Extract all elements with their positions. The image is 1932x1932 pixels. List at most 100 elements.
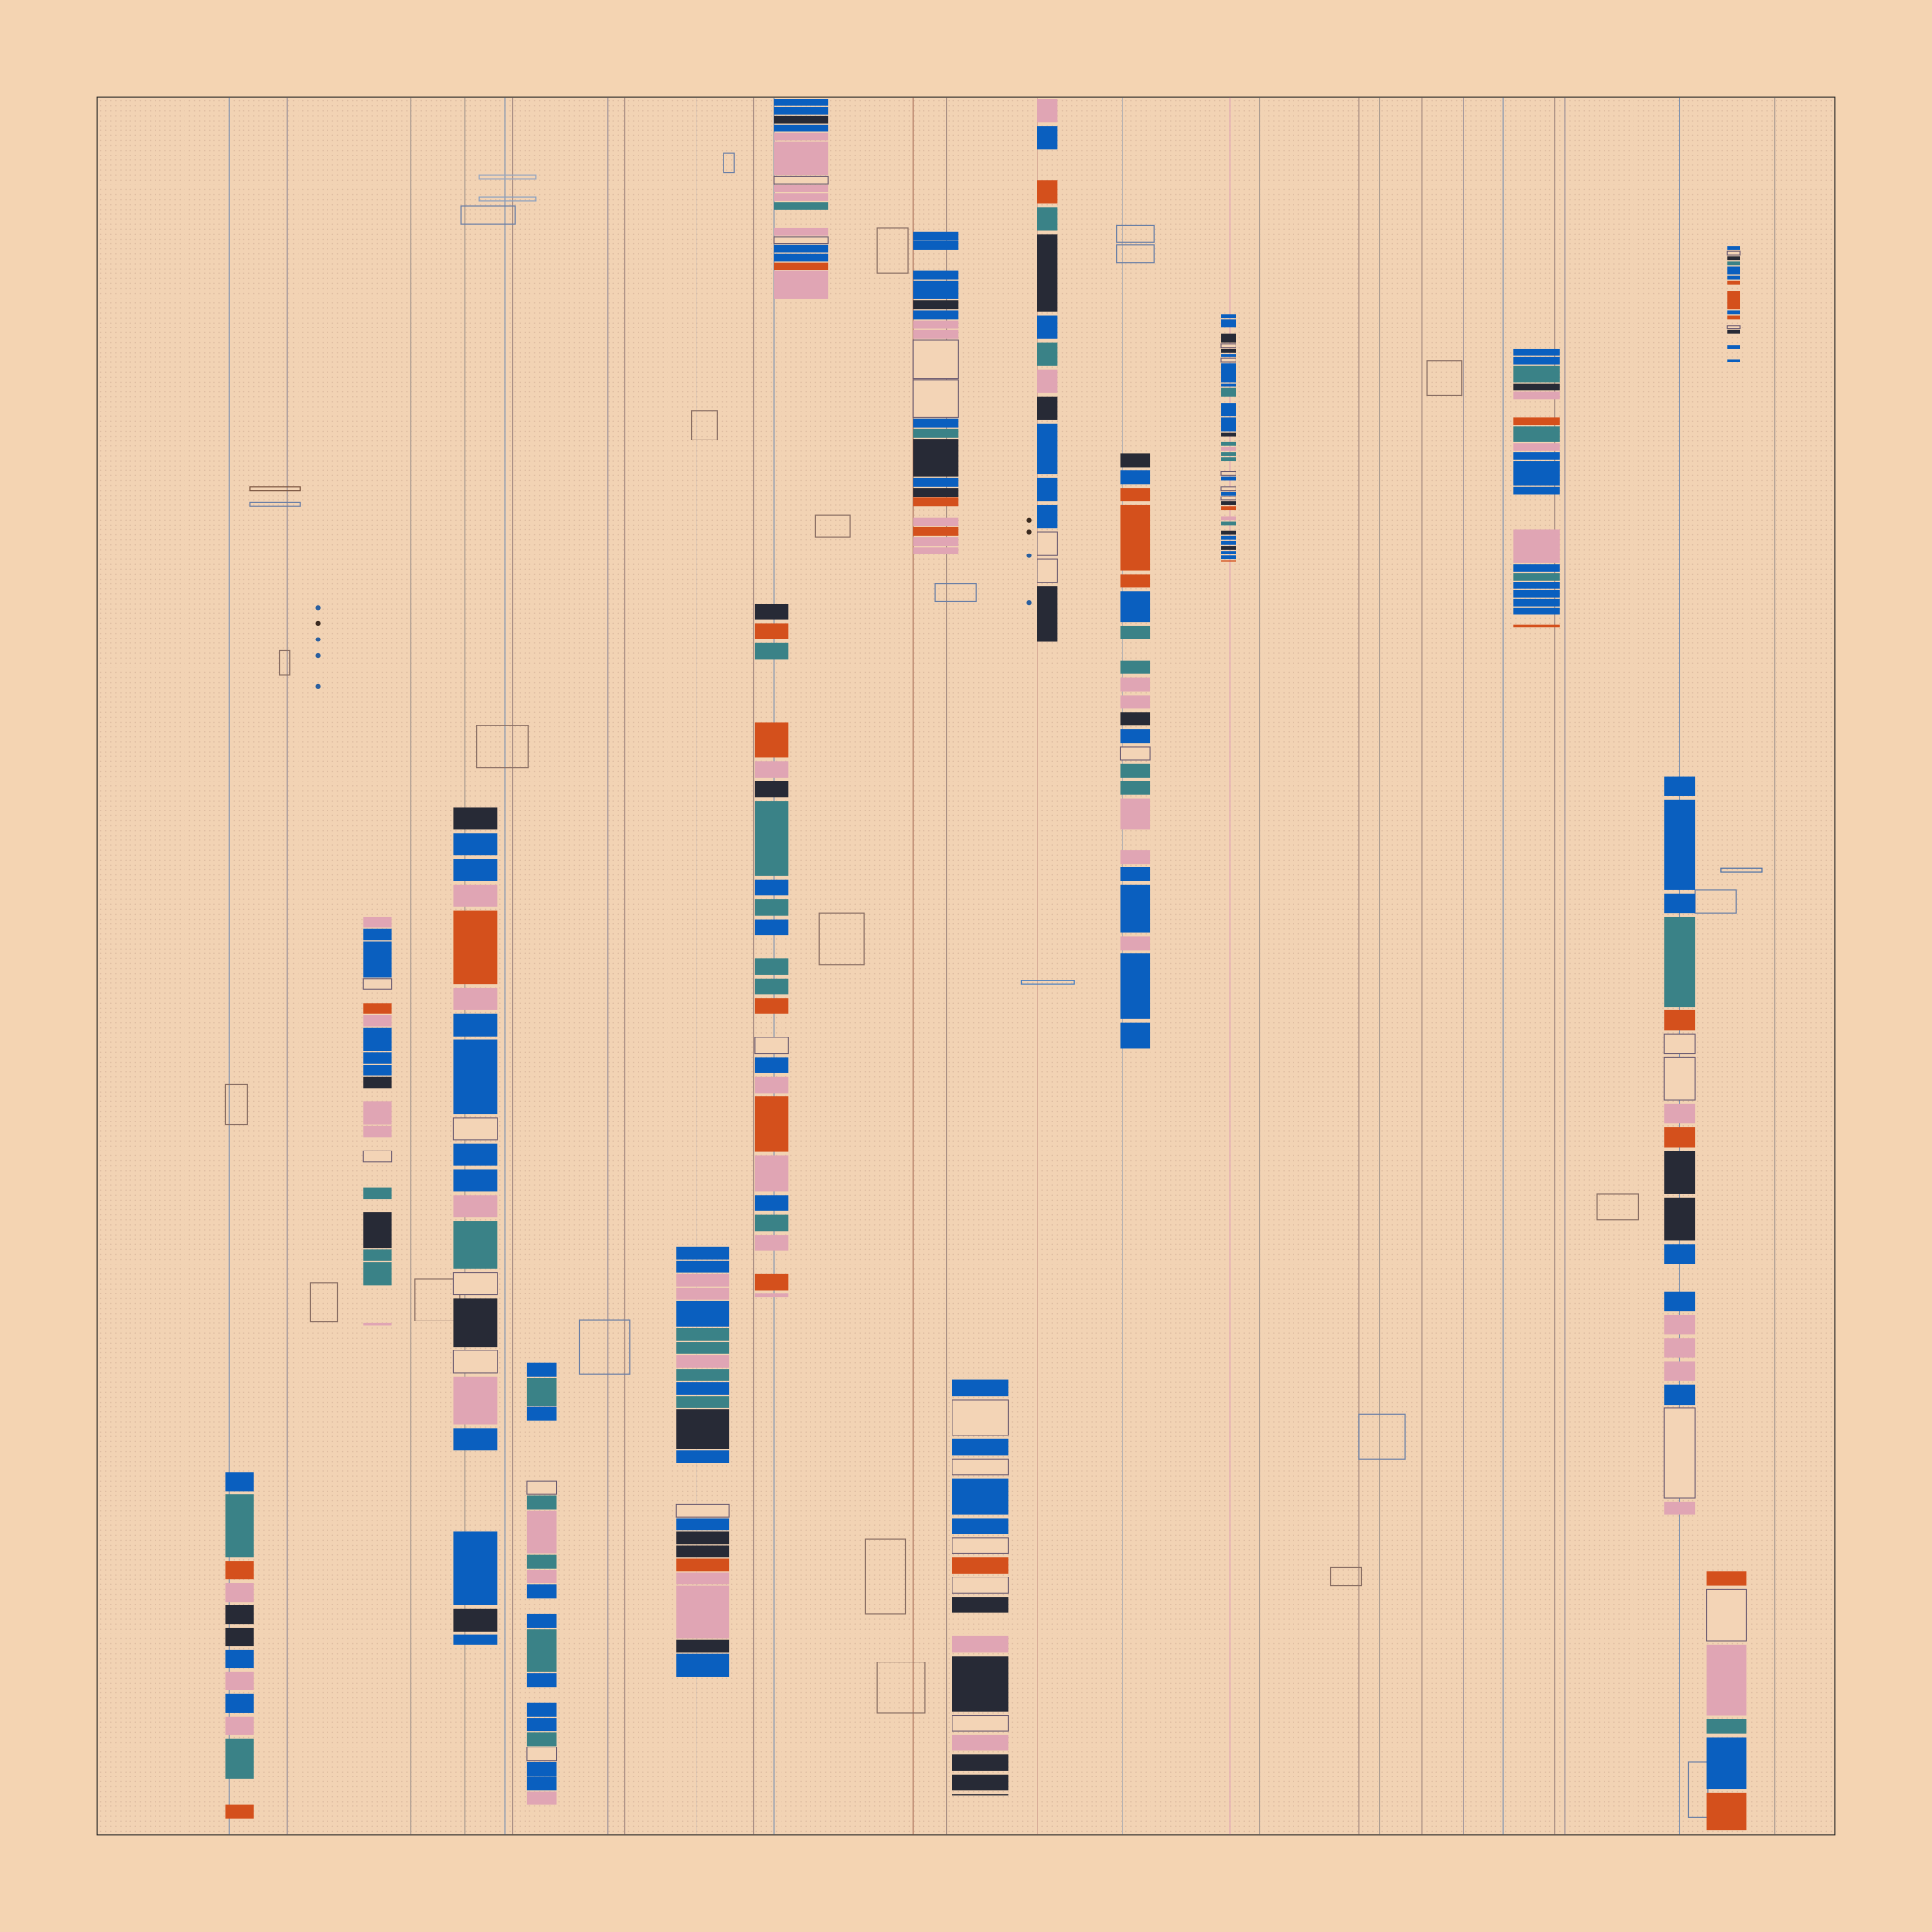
stripe (774, 270, 829, 299)
stripe (1664, 1103, 1696, 1124)
stripe (1513, 573, 1560, 581)
stripe (363, 1003, 392, 1014)
stripe (1513, 624, 1560, 628)
stripe (1513, 417, 1560, 426)
stripe (1664, 1384, 1696, 1406)
stripe (1120, 504, 1151, 571)
stripe (913, 320, 959, 329)
thin-bar (478, 174, 537, 180)
stripe (913, 231, 959, 241)
stripe (1037, 126, 1058, 150)
stripe (1513, 607, 1560, 615)
stripe (1221, 314, 1236, 319)
stripe (1220, 496, 1236, 501)
stripe (1513, 391, 1560, 400)
outline-box (278, 649, 291, 676)
stripe (754, 801, 789, 876)
stripe (1513, 486, 1560, 495)
stripe (1120, 781, 1151, 795)
stripe (1221, 319, 1236, 328)
stripe (1037, 315, 1058, 339)
stripe (526, 1747, 558, 1762)
stripe (452, 1350, 498, 1374)
stripe (1727, 256, 1741, 261)
stripe (1120, 763, 1151, 778)
stripe (225, 1716, 254, 1735)
stripe (952, 1537, 1009, 1554)
outline-box (476, 724, 529, 769)
stripe (1037, 180, 1058, 204)
dot (315, 683, 321, 690)
stripe-columns (225, 99, 1747, 1831)
stripe (754, 899, 789, 916)
stripe (1221, 417, 1236, 432)
stripe (754, 722, 789, 758)
stripe (363, 1076, 392, 1089)
stripe (1727, 261, 1741, 266)
stripe (453, 1634, 498, 1645)
stripe (754, 919, 789, 936)
stripe (913, 418, 959, 428)
stripe (453, 1531, 498, 1605)
thin-bar (478, 196, 537, 202)
stripe (1120, 488, 1151, 502)
stripe (1513, 529, 1560, 563)
outline-boxes (224, 152, 1763, 1818)
stripe (676, 1518, 730, 1531)
stripe (453, 1195, 498, 1218)
stripe (453, 1428, 498, 1451)
stripe (1120, 936, 1151, 951)
stripe (1120, 625, 1151, 639)
stripe (754, 642, 789, 660)
stripe (453, 910, 498, 985)
stripe (1706, 1571, 1747, 1586)
stripe (1664, 799, 1696, 890)
stripe (363, 928, 392, 941)
stripe (1120, 574, 1151, 588)
stripe (774, 193, 829, 201)
stripe (1221, 476, 1236, 481)
stripe (526, 1584, 557, 1599)
stripe (1513, 461, 1560, 486)
stripe (952, 1438, 1009, 1456)
stripe (913, 526, 959, 536)
stripe (1513, 356, 1560, 365)
stripe (1513, 589, 1560, 598)
stripe (1120, 884, 1151, 933)
stripe (1120, 591, 1151, 623)
stripe (1727, 275, 1741, 280)
stripe (676, 1260, 730, 1273)
stripe (1120, 695, 1151, 709)
stripe (952, 1754, 1009, 1771)
stripe (1120, 850, 1151, 865)
stripe (676, 1585, 730, 1639)
dot (315, 653, 321, 659)
stripe (526, 1702, 557, 1717)
stripe (754, 623, 789, 639)
stripe (1120, 712, 1151, 726)
stripe (225, 1583, 254, 1603)
stripe (225, 1671, 254, 1690)
stripe (453, 1221, 498, 1269)
stripe (362, 1150, 393, 1163)
stripe (1220, 486, 1236, 492)
stripe (913, 329, 959, 339)
stripe (363, 1027, 392, 1052)
stripe (774, 106, 829, 115)
outline-box (1426, 360, 1463, 397)
stripe (952, 1458, 1009, 1476)
stripe (952, 1399, 1009, 1436)
stripe (363, 1262, 392, 1286)
stripe (363, 916, 392, 928)
stripe (526, 1791, 557, 1805)
stripe (453, 1169, 498, 1192)
outline-box (814, 514, 851, 538)
stripe (453, 884, 498, 907)
stripe (1727, 246, 1741, 250)
outline-box (1116, 224, 1155, 243)
stripe (913, 488, 959, 497)
stripe (363, 941, 392, 978)
stripe (774, 244, 829, 253)
stripe (676, 1246, 730, 1260)
